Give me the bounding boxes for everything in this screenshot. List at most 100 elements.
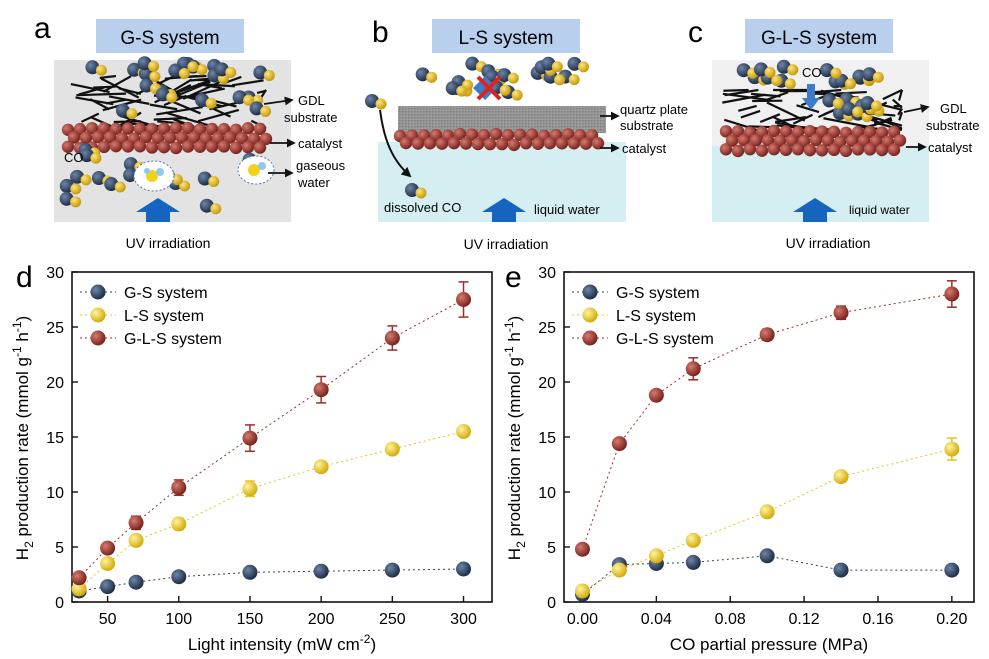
catalyst-particle [555, 137, 569, 150]
chart-e-xlabel: CO partial pressure (MPa) [670, 635, 868, 654]
gdl-fiber [118, 87, 142, 95]
chart-e: e 0.00 0.04 0.08 0.12 0.16 0.20 0 5 10 15 20 25 30 G… [502, 261, 975, 654]
chart-e-legend: G-S system L-S system G-L-S system [572, 284, 714, 348]
gdl-fiber [740, 109, 761, 119]
co-molecule [445, 81, 468, 97]
gdl-fiber [823, 117, 870, 129]
catalyst-particle [543, 136, 557, 150]
data-point [384, 441, 400, 457]
legend-entry: G-S system [80, 284, 208, 302]
gdl-fiber [723, 88, 749, 92]
chart-d: d 50 100 150 200 250 300 0 5 10 15 20 25 30 G-S syst… [10, 261, 493, 654]
catalyst-particle [139, 130, 153, 144]
catalyst-particle [453, 127, 467, 141]
data-point [944, 280, 960, 308]
gdl-fiber [897, 89, 904, 101]
catalyst-particle [253, 141, 267, 154]
catalyst-particle [779, 143, 793, 157]
chart-d-ytick-label: 30 [46, 265, 64, 282]
gdl-fiber [835, 90, 867, 95]
gdl-fiber [796, 104, 820, 114]
data-point [648, 548, 664, 564]
catalyst-particle [839, 144, 853, 158]
catalyst-particle [863, 125, 877, 139]
panel-b-quartz-label: quartz plate [620, 102, 688, 117]
series-line-3 [78, 299, 464, 579]
catalyst-particle [779, 125, 793, 138]
panel-b-quartz-plate [398, 106, 606, 133]
catalyst-particle [827, 125, 841, 139]
chart-d-xtick-label: 200 [308, 611, 335, 628]
catalyst-particle [785, 134, 799, 147]
panel-a-title-box [96, 19, 244, 53]
chart-d-xtick-label: 150 [237, 611, 264, 628]
catalyst-particle [767, 142, 781, 156]
co-molecule [79, 148, 102, 164]
chart-e-xtick-label: 0.00 [567, 611, 598, 628]
gdl-fiber [149, 103, 178, 111]
gdl-fiber [76, 92, 127, 97]
catalyst-particle [875, 143, 889, 157]
panel-c-liquid-label: liquid water [849, 203, 910, 217]
data-point [242, 480, 258, 498]
gdl-fiber [175, 78, 213, 95]
co-molecule [776, 59, 799, 76]
catalyst-particle [175, 131, 189, 144]
panel-a-letter: a [34, 12, 51, 45]
data-point [100, 579, 116, 595]
data-point [759, 504, 775, 520]
legend-entry: L-S system [572, 307, 696, 325]
catalyst-particle [791, 143, 805, 156]
data-point [384, 325, 400, 351]
gdl-fiber [156, 105, 203, 116]
data-point [685, 357, 701, 381]
catalyst-particle [447, 136, 461, 150]
catalyst-particle [893, 134, 907, 147]
co-molecule [199, 198, 222, 215]
catalyst-particle [743, 142, 757, 156]
chart-e-xtick-label: 0.16 [862, 611, 893, 628]
catalyst-particle [519, 136, 533, 150]
catalyst-particle [241, 122, 255, 135]
chart-d-legend: G-S system L-S system G-L-S system [80, 284, 222, 348]
catalyst-particle [133, 140, 147, 153]
catalyst-particle [489, 127, 503, 141]
catalyst-particle [845, 134, 859, 147]
catalyst-particle [737, 134, 751, 147]
co-molecule [232, 90, 255, 106]
co-molecule [138, 66, 161, 83]
catalyst-particle [103, 131, 117, 144]
co-molecule [168, 63, 190, 80]
catalyst-particle [205, 140, 219, 153]
catalyst-particle [241, 141, 255, 154]
chart-e-ytick-label: 5 [547, 540, 556, 557]
chart-d-axes: 50 100 150 200 250 300 0 5 10 15 20 25 30 [46, 265, 477, 628]
legend-label: L-S system [616, 308, 696, 325]
data-point [313, 375, 329, 404]
panel-c-letter: c [688, 16, 703, 49]
co-molecule [754, 62, 776, 78]
series-line-2 [78, 431, 464, 590]
chart-d-xtick-label: 100 [165, 611, 192, 628]
catalyst-particle [259, 132, 273, 146]
panel-c-co-molecules [736, 59, 885, 123]
catalyst-particle [471, 137, 485, 151]
data-point [128, 532, 144, 548]
catalyst-particle [863, 143, 877, 156]
catalyst-particle [163, 131, 177, 144]
gdl-fiber [898, 111, 904, 121]
panel-c-title-box [745, 19, 893, 53]
catalyst-particle [809, 133, 823, 147]
panel-a-substrate-label: substrate [284, 110, 337, 125]
chart-e-letter: e [505, 261, 522, 294]
data-point [456, 424, 472, 439]
panel-a-title: G-S system [120, 28, 219, 49]
data-point [384, 562, 400, 578]
panel-b-dissolved-label: dissolved CO [384, 200, 461, 215]
chart-d-ytick-label: 15 [46, 430, 64, 447]
data-point [685, 532, 701, 548]
gdl-fiber [878, 103, 903, 111]
panel-c-co-label: CO [802, 65, 822, 80]
catalyst-particle [567, 137, 581, 150]
panel-a-water-cloud-1 [133, 160, 175, 192]
